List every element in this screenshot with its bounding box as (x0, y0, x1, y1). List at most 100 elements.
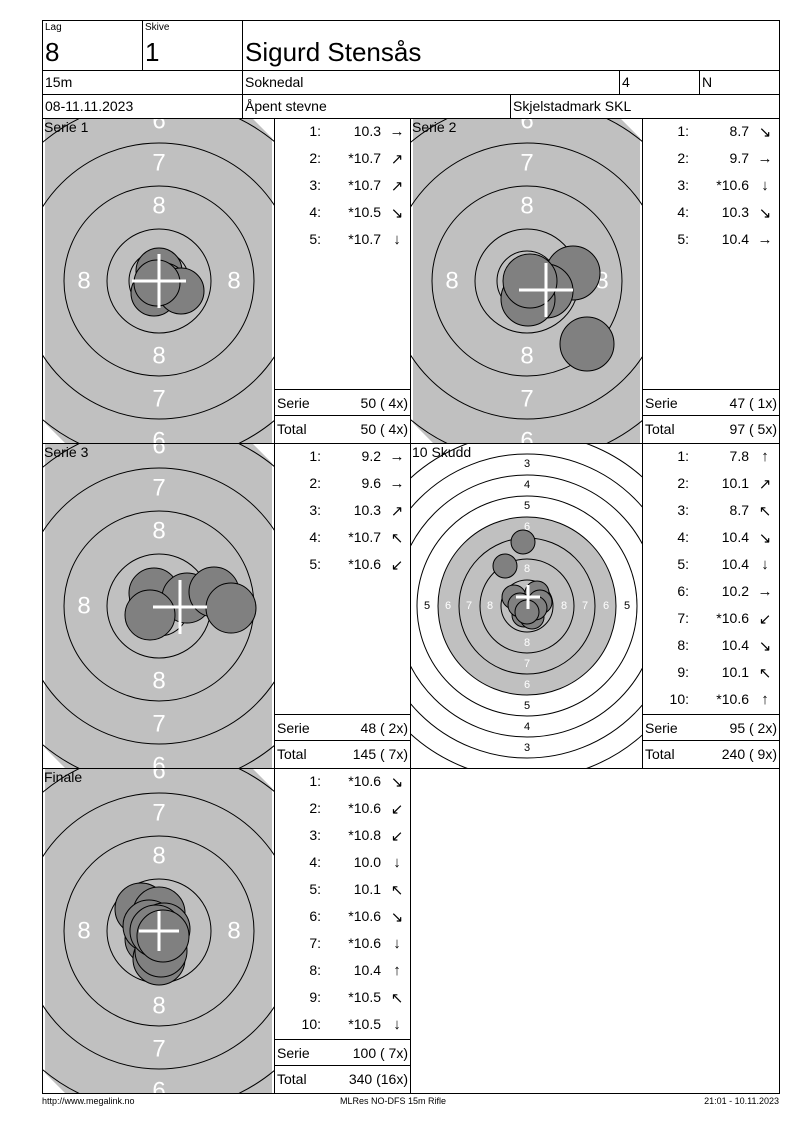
class: N (702, 74, 713, 90)
direction-arrow-icon: ↙ (758, 611, 772, 628)
target-svg: 33445555666677778888 (411, 444, 642, 768)
ring-label: 3 (524, 458, 530, 470)
direction-arrow-icon: ↘ (390, 909, 404, 926)
direction-arrow-icon: ↓ (761, 177, 769, 194)
direction-arrow-icon: ↖ (390, 990, 404, 1007)
shot-score: 9.2 (361, 448, 381, 464)
shot-row: 2: *10.6 ↙ (275, 800, 410, 820)
shot-row: 8: 10.4 ↑ (275, 962, 410, 982)
shot-score: 10.3 (353, 123, 381, 139)
shot-score: 10.1 (353, 881, 381, 897)
shot-hole (205, 582, 257, 634)
target-2: 8 8 8 8 7 7 6 6 Serie 2 (410, 118, 643, 444)
shot-row: 3: 8.7 ↖ (643, 502, 779, 522)
ring-label: 7 (520, 150, 533, 177)
ring-label: 8 (487, 600, 493, 612)
direction-arrow-icon: ↗ (390, 503, 404, 520)
shot-number: 4: (309, 529, 321, 545)
shot-score: 7.8 (729, 448, 749, 464)
field4-cell: 4 (619, 70, 700, 95)
direction-arrow-icon: → (757, 150, 773, 167)
panel-title: Serie 2 (412, 119, 457, 135)
ring-label: 4 (524, 721, 530, 733)
target-5: 8 8 8 8 7 7 6 6 Finale (42, 768, 275, 1094)
shot-row: 2: *10.7 ↗ (275, 150, 410, 170)
shot-row: 1: *10.6 ↘ (275, 773, 410, 793)
total-label: Total (277, 421, 307, 437)
panel-title: Serie 3 (44, 444, 89, 460)
direction-arrow-icon: ↖ (390, 882, 404, 899)
shot-number: 3: (309, 177, 321, 193)
shot-row: 2: 9.6 → (275, 475, 410, 495)
ring (479, 558, 575, 654)
event: Åpent stevne (245, 98, 327, 114)
ring-label: 5 (624, 600, 630, 612)
shot-number: 6: (677, 583, 689, 599)
shot-row: 6: 10.2 → (643, 583, 779, 603)
total-score: 50 ( 4x) (360, 421, 408, 437)
serie-label: Serie (645, 395, 678, 411)
footer-url[interactable]: http://www.megalink.no (42, 1096, 135, 1106)
shot-row: 5: *10.6 ↙ (275, 556, 410, 576)
shot-number: 1: (309, 448, 321, 464)
panel-title: Finale (44, 769, 83, 785)
direction-arrow-icon: ↓ (393, 1016, 401, 1033)
shooter-name: Sigurd Stensås (245, 37, 422, 67)
ring-label: 8 (227, 918, 240, 945)
direction-arrow-icon: ↘ (758, 530, 772, 547)
shot-row: 10: *10.6 ↑ (643, 691, 779, 711)
direction-arrow-icon: ↙ (390, 557, 404, 574)
shot-row: 1: 9.2 → (275, 448, 410, 468)
ring (43, 467, 274, 745)
shot-row: 7: *10.6 ↙ (643, 610, 779, 630)
total-label: Total (277, 1071, 307, 1087)
shot-row: 2: 9.7 → (643, 150, 779, 170)
shot-hole (136, 909, 190, 963)
serie-score: 47 ( 1x) (729, 395, 777, 411)
ring-label: 6 (152, 1078, 165, 1094)
serie-score: 48 ( 2x) (360, 720, 408, 736)
ring-label: 8 (227, 268, 240, 295)
shot-row: 3: *10.6 ↓ (643, 177, 779, 197)
field4: 4 (622, 74, 630, 90)
shot-row: 4: *10.7 ↖ (275, 529, 410, 549)
ring-label: 6 (152, 753, 165, 769)
serie-score: 50 ( 4x) (360, 395, 408, 411)
shot-number: 7: (677, 610, 689, 626)
direction-arrow-icon: ↓ (393, 935, 401, 952)
direction-arrow-icon: ↘ (758, 205, 772, 222)
ring-label: 8 (445, 268, 458, 295)
ring-label: 8 (152, 518, 165, 545)
shot-number: 5: (309, 881, 321, 897)
serie-label: Serie (277, 395, 310, 411)
direction-arrow-icon: ↖ (390, 530, 404, 547)
ring-label: 8 (77, 593, 90, 620)
shot-number: 1: (677, 448, 689, 464)
shot-score: 10.2 (721, 583, 749, 599)
ring (411, 142, 642, 420)
shot-score: *10.5 (348, 1016, 381, 1032)
footer-program: MLRes NO-DFS 15m Rifle (340, 1096, 447, 1106)
shot-row: 3: *10.8 ↙ (275, 827, 410, 847)
shot-row: 8: 10.4 ↘ (643, 637, 779, 657)
shot-number: 3: (309, 502, 321, 518)
shot-row: 1: 7.8 ↑ (643, 448, 779, 468)
ring (437, 516, 617, 696)
panel-title: 10 Skudd (412, 444, 472, 460)
shot-score: 10.4 (721, 529, 749, 545)
shot-row: 9: *10.5 ↖ (275, 989, 410, 1009)
club-cell: Soknedal (242, 70, 620, 95)
total-score: 340 (16x) (348, 1071, 408, 1087)
shot-row: 4: 10.3 ↘ (643, 204, 779, 224)
shot-score: 10.4 (353, 962, 381, 978)
shot-row: 4: *10.5 ↘ (275, 204, 410, 224)
shot-row: 4: 10.0 ↓ (275, 854, 410, 874)
ring (106, 228, 212, 334)
serie-row: Serie 50 ( 4x) (275, 389, 410, 416)
direction-arrow-icon: ↑ (761, 448, 769, 465)
shot-row: 4: 10.4 ↘ (643, 529, 779, 549)
target-4: 3344555566667777888810 Skudd (410, 443, 643, 769)
shot-row: 5: 10.4 → (643, 231, 779, 251)
shot-number: 5: (309, 231, 321, 247)
